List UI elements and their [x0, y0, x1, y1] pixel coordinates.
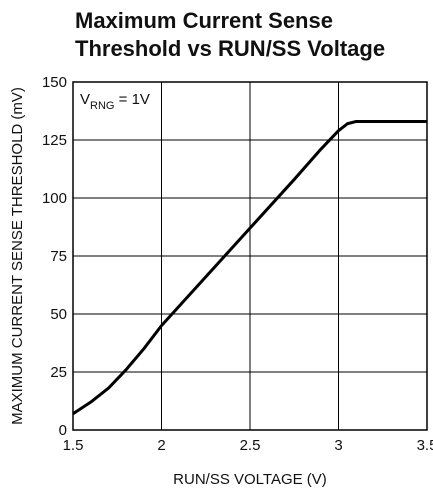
annotation-subscript: RNG [90, 100, 114, 112]
x-tick-label: 3 [334, 437, 342, 454]
y-tick-label: 125 [42, 132, 67, 149]
annotation-text: V [80, 91, 90, 108]
annotation-text: = 1V [114, 91, 149, 108]
x-tick-label: 2.5 [240, 437, 261, 454]
x-tick-label: 3.5 [417, 437, 433, 454]
y-tick-label: 100 [42, 190, 67, 207]
y-tick-label: 50 [50, 306, 67, 323]
x-axis-label: RUN/SS VOLTAGE (V) [173, 471, 327, 488]
y-tick-label: 75 [50, 248, 67, 265]
y-tick-label: 150 [42, 74, 67, 91]
line-series [72, 119, 427, 416]
chart-title: Maximum Current Sense [75, 8, 333, 33]
y-tick-label: 25 [50, 364, 67, 381]
y-axis-label: MAXIMUM CURRENT SENSE THRESHOLD (mV) [9, 87, 26, 425]
x-tick-label: 1.5 [63, 437, 84, 454]
annotation: VRNG = 1V [80, 91, 150, 112]
plot-frame [72, 81, 428, 431]
chart-title: Threshold vs RUN/SS Voltage [75, 36, 385, 61]
x-tick-label: 2 [157, 437, 165, 454]
y-tick-label: 0 [59, 422, 67, 439]
